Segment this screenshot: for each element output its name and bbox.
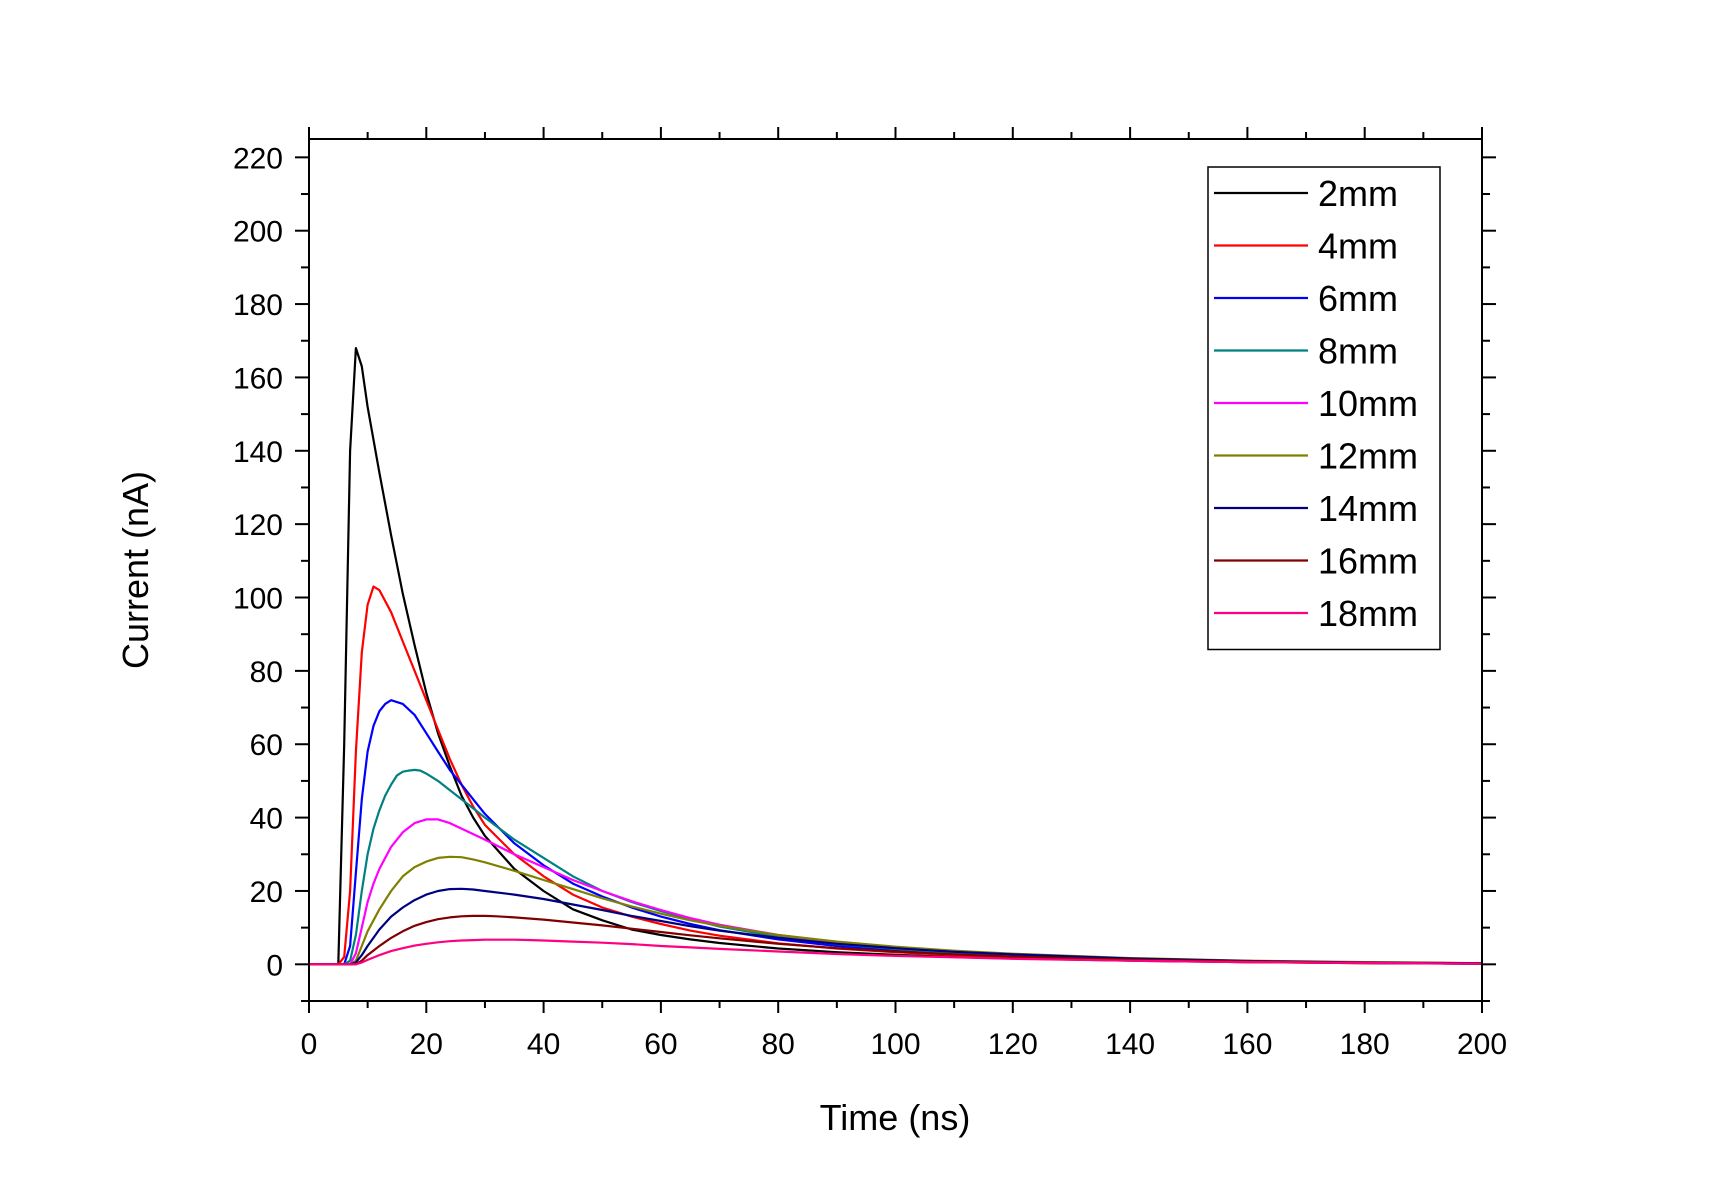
y-tick-label: 140 <box>233 436 283 469</box>
legend-label: 6mm <box>1318 278 1398 319</box>
x-tick-label: 200 <box>1457 1028 1507 1061</box>
legend-label: 14mm <box>1318 488 1418 529</box>
series-line-6mm <box>309 699 1483 966</box>
y-tick-label: 60 <box>250 729 283 762</box>
y-tick-label: 200 <box>233 216 283 249</box>
legend: 2mm 4mm 6mm 8mm 10mm 12mm 14mm 16mm 18mm <box>1207 166 1441 651</box>
y-axis-title: Current (nA) <box>115 471 156 669</box>
y-tick-label: 20 <box>250 876 283 909</box>
y-tick-label: 40 <box>250 803 283 836</box>
series-line-12mm <box>309 855 1483 966</box>
series-line-16mm <box>309 914 1483 966</box>
x-axis-title: Time (ns) <box>820 1097 971 1138</box>
y-tick-label: 0 <box>266 949 283 982</box>
series-line-18mm <box>309 938 1483 966</box>
y-tick-label: 100 <box>233 583 283 616</box>
legend-label: 16mm <box>1318 541 1418 582</box>
x-tick-label: 100 <box>870 1028 920 1061</box>
x-tick-label: 0 <box>301 1028 318 1061</box>
y-tick-label: 120 <box>233 509 283 542</box>
legend-label: 18mm <box>1318 593 1418 634</box>
x-tick-label: 180 <box>1340 1028 1390 1061</box>
y-tick-label: 180 <box>233 289 283 322</box>
series-line-14mm <box>309 887 1483 966</box>
series-line-8mm <box>309 768 1483 966</box>
x-tick-label: 140 <box>1105 1028 1155 1061</box>
plot-frame <box>308 138 1483 1002</box>
y-tick-label: 80 <box>250 656 283 689</box>
legend-label: 10mm <box>1318 383 1418 424</box>
y-tick-label: 220 <box>233 142 283 175</box>
x-tick-label: 80 <box>762 1028 795 1061</box>
tick-layer: 0 20 40 60 80 100 120 140 160 180 200 0 20 40 60 80 100 1… <box>233 127 1507 1061</box>
x-tick-label: 120 <box>988 1028 1038 1061</box>
x-tick-label: 60 <box>644 1028 677 1061</box>
x-tick-label: 160 <box>1222 1028 1272 1061</box>
y-tick-label: 160 <box>233 362 283 395</box>
legend-label: 12mm <box>1318 436 1418 477</box>
legend-box <box>1207 166 1441 651</box>
legend-label: 2mm <box>1318 173 1398 214</box>
x-tick-label: 20 <box>410 1028 443 1061</box>
series-layer <box>309 347 1483 966</box>
legend-label: 8mm <box>1318 331 1398 372</box>
x-tick-label: 40 <box>527 1028 560 1061</box>
legend-label: 4mm <box>1318 226 1398 267</box>
